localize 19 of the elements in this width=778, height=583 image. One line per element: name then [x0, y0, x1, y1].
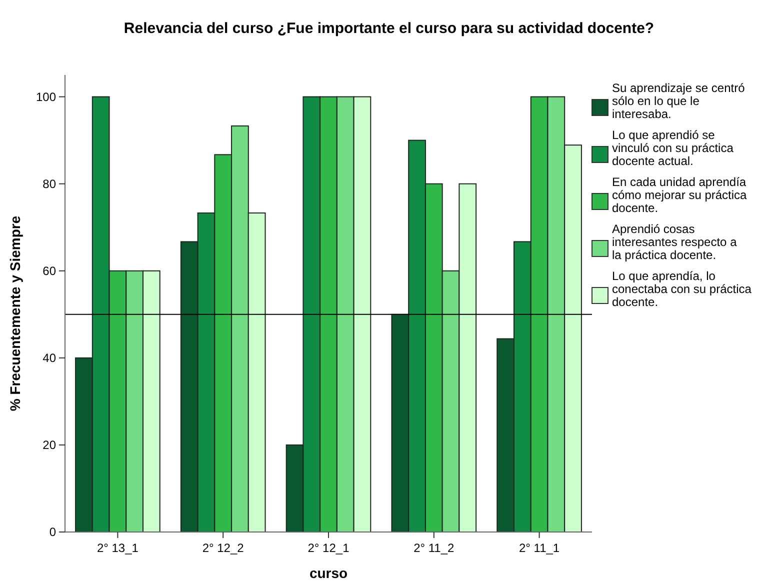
y-tick-label: 0 [49, 525, 56, 539]
y-tick-label: 40 [42, 350, 56, 365]
x-tick-label: 2° 12_1 [308, 541, 350, 555]
x-tick-label: 2° 11_2 [414, 541, 455, 555]
chart-title: Relevancia del curso ¿Fue importante el curso para su actividad docente? [124, 20, 654, 37]
y-tick-label: 80 [42, 176, 56, 191]
y-tick-label: 100 [36, 90, 56, 104]
x-tick-label: 2° 13_1 [96, 541, 139, 555]
legend-label: En cada unidad aprendía cómo mejorar su práctica docente. [612, 175, 748, 215]
x-axis-title: curso [309, 565, 348, 581]
legend-label: Lo que aprendía, lo conectaba con su práctica docente. [612, 269, 752, 309]
y-tick-label: 20 [42, 438, 56, 452]
legend-label: Aprendió cosas interesantes respecto a la práctica docente. [612, 222, 738, 262]
x-tick-label: 2° 12_2 [202, 541, 244, 555]
legend-label: Lo que aprendió se vinculó con su práctica docente actual. [612, 128, 734, 168]
legend-label: Su aprendizaje se centró sólo en lo que le interesaba. [612, 81, 746, 121]
y-axis-title: % Frecuentemente y Siempre [7, 216, 23, 412]
y-tick-label: 60 [42, 264, 56, 278]
x-tick-label: 2° 11_1 [518, 541, 560, 555]
